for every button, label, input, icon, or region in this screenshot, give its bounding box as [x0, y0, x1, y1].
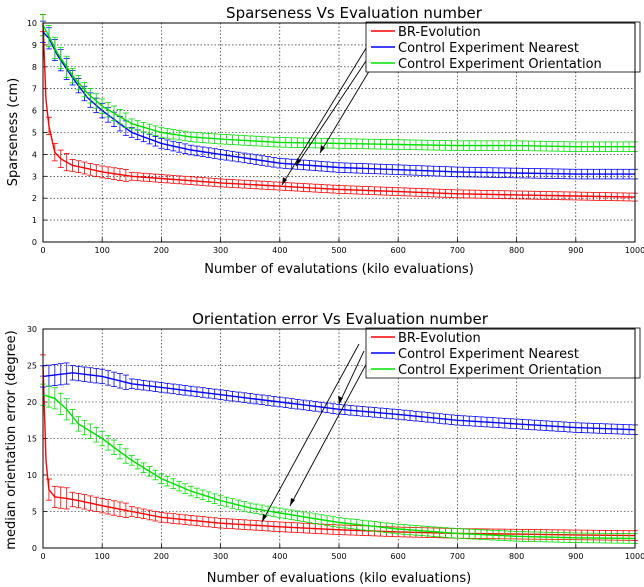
arrow-control-nearest — [338, 350, 365, 405]
x-tick-label: 900 — [568, 552, 583, 561]
x-tick-label: 1000 — [625, 552, 644, 561]
series-2 — [40, 14, 638, 152]
y-tick-label: 4 — [32, 150, 37, 159]
arrow-control-orientation — [289, 356, 371, 507]
arrow-control-orientation — [319, 57, 378, 154]
x-tick-label: 700 — [450, 552, 465, 561]
y-tick-label: 9 — [32, 41, 37, 50]
arrowhead — [290, 498, 295, 506]
series-1 — [40, 362, 638, 435]
y-tick-label: 0 — [32, 238, 37, 247]
x-tick-label: 400 — [272, 552, 287, 561]
y-axis-label: Sparseness (cm) — [6, 78, 21, 186]
plot-frame — [42, 328, 636, 549]
chart-orientation-error: Orientation error Vs Evaluation number N… — [4, 310, 644, 586]
legend-box — [365, 21, 641, 73]
y-tick-label: 10 — [27, 471, 37, 480]
arrowhead — [320, 145, 325, 153]
legend-label: BR-Evolution — [398, 25, 481, 40]
x-tick-label: 100 — [95, 246, 110, 255]
arrowhead — [262, 514, 267, 522]
arrow-br-evolution — [281, 44, 369, 186]
arrow-br-evolution — [261, 343, 360, 523]
arrowhead — [282, 177, 287, 185]
y-tick-label: 8 — [32, 63, 37, 72]
legend: BR-Evolution Control Experiment Nearest … — [365, 327, 641, 379]
series-group — [40, 354, 638, 544]
x-tick-label: 300 — [213, 552, 228, 561]
legend-box — [365, 327, 641, 379]
legend: BR-Evolution Control Experiment Nearest … — [365, 21, 641, 73]
chart-sparseness: Sparseness Vs Evaluation number Number o… — [6, 4, 644, 277]
y-tick-label: 1 — [32, 216, 37, 225]
y-tick-label: 6 — [32, 107, 37, 116]
legend-label: Control Experiment Nearest — [398, 347, 579, 362]
y-tick-label: 10 — [27, 19, 37, 28]
y-tick-label: 0 — [32, 544, 37, 553]
x-tick-label: 600 — [391, 246, 406, 255]
annotation-arrows — [261, 343, 371, 523]
x-tick-label: 1000 — [625, 246, 644, 255]
x-tick-label: 0 — [40, 552, 45, 561]
x-tick-label: 800 — [509, 246, 524, 255]
legend-label: Control Experiment Nearest — [398, 41, 579, 56]
x-tick-label: 500 — [331, 246, 346, 255]
x-tick-label: 400 — [272, 246, 287, 255]
y-tick-label: 5 — [32, 129, 37, 138]
y-tick-label: 3 — [32, 172, 37, 181]
tick-labels: 0 100 200 300 400 500 600 700 800 900 1000 0 1 2 3 4 5 6 7… — [27, 19, 644, 255]
x-tick-label: 900 — [568, 246, 583, 255]
legend-label: Control Experiment Orientation — [398, 363, 602, 378]
chart-title: Sparseness Vs Evaluation number — [226, 4, 483, 22]
y-tick-label: 5 — [32, 508, 37, 517]
tick-labels: 0 100 200 300 400 500 600 700 800 900 1000 0 5 10 15 20… — [27, 325, 644, 561]
x-tick-label: 800 — [509, 552, 524, 561]
x-tick-label: 600 — [391, 552, 406, 561]
x-tick-label: 300 — [213, 246, 228, 255]
series-group — [40, 13, 638, 202]
y-tick-label: 7 — [32, 85, 37, 94]
y-tick-label: 25 — [27, 362, 37, 371]
y-tick-label: 30 — [27, 325, 37, 334]
x-tick-label: 0 — [40, 246, 45, 255]
x-tick-label: 700 — [450, 246, 465, 255]
legend-label: BR-Evolution — [398, 331, 481, 346]
chart-title: Orientation error Vs Evaluation number — [192, 310, 489, 328]
x-tick-label: 100 — [95, 552, 110, 561]
annotation-arrows — [281, 44, 378, 186]
y-axis-label: median orientation error (degree) — [4, 330, 19, 549]
y-tick-label: 20 — [27, 398, 37, 407]
y-tick-label: 15 — [27, 435, 37, 444]
plot-frame — [42, 22, 636, 243]
arrowhead — [338, 396, 343, 404]
x-tick-label: 500 — [331, 552, 346, 561]
x-axis-label: Number of evalutations (kilo evaluations… — [204, 262, 474, 277]
arrow-control-nearest — [295, 51, 373, 167]
x-axis-label: Number of evaluations (kilo evaluations) — [207, 571, 471, 586]
series-2 — [40, 383, 638, 544]
x-tick-label: 200 — [154, 552, 169, 561]
legend-label: Control Experiment Orientation — [398, 57, 602, 72]
x-tick-label: 200 — [154, 246, 169, 255]
y-tick-label: 2 — [32, 194, 37, 203]
series-0 — [40, 13, 638, 202]
arrowhead — [296, 158, 301, 166]
